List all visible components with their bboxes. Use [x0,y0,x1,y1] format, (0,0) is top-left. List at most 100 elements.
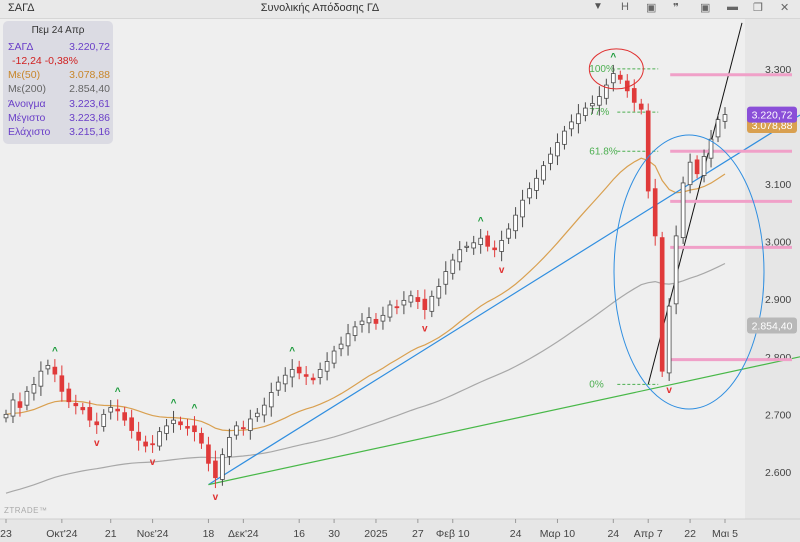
fractal-down-marker: v [499,265,505,276]
candle-body [422,298,428,310]
y-axis-area [745,19,800,519]
quote-icon[interactable]: ❞ [673,2,679,14]
info-low-value: 3.215,16 [69,126,110,138]
candle-body [380,314,386,322]
candle-body [471,242,477,249]
candle-body [359,320,365,325]
candle-body [562,130,567,145]
candle-body [227,436,232,457]
x-tick-label: 18 [203,528,215,540]
candle-body [345,333,351,347]
symbol-label[interactable]: ΣΑΓΔ [8,2,35,14]
candle-body [261,404,267,416]
candle-body [513,214,518,232]
x-tick-label: 24 [510,528,522,540]
layout-icon[interactable]: ▣ [646,2,657,14]
candle-body [17,401,23,408]
candle-body [541,165,546,181]
fractal-up-marker: ^ [52,346,58,357]
candle-body [443,271,449,285]
last-price-badge-bg [747,106,797,123]
info-open-label: Άνοιγμα [8,98,46,110]
fractal-up-marker: ^ [171,398,177,409]
fractal-down-marker: v [666,385,672,396]
x-tick-label: 27 [412,528,424,540]
candle-body [464,245,470,248]
candle-body [338,343,344,350]
candle-body [708,138,714,159]
last-price-badge: 3.220,72 [752,110,793,122]
candle-body [185,426,190,429]
candle-body [590,103,595,107]
x-tick-label: 22 [684,528,696,540]
candle-body [604,84,609,99]
y-tick-label: 2.600 [765,467,791,479]
candle-body [122,412,127,421]
info-high-value: 3.223,86 [69,112,110,124]
candle-body [548,153,553,164]
candle-body [694,159,700,175]
close-icon[interactable]: ✕ [780,2,790,14]
candle-body [478,237,483,245]
candle-body [666,305,672,374]
minimize-icon[interactable]: ▬ [727,1,738,13]
candle-body [624,80,630,92]
chart-title: Συνολικής Απόδοσης ΓΔ [260,2,380,14]
candle-body [583,107,588,116]
ma50-line [5,157,726,432]
fractal-up-marker: ^ [192,403,198,414]
x-tick-label: Φεβ 10 [436,528,470,540]
info-open-value: 3.223,61 [69,98,110,110]
candle-body [296,366,302,374]
fractal-down-marker: v [150,457,156,468]
candle-body [38,370,44,387]
candle-body [31,384,37,394]
candle-body [10,399,16,417]
candle-body [527,188,532,199]
candle-body [24,390,30,406]
fractal-up-marker: ^ [478,216,484,227]
fractal-down-marker: v [213,492,219,503]
watermark: ZTRADE™ [4,506,48,515]
candle-body [366,317,372,324]
h-button[interactable]: H [621,1,629,13]
candle-body [715,119,721,138]
candle-body [673,235,679,305]
restore-icon[interactable]: ❐ [753,2,763,14]
candle-body [576,113,581,125]
candle-body [499,240,504,252]
chevron-down-icon[interactable]: ▼ [593,1,603,12]
candle-body [534,177,539,191]
candle-body [241,427,246,430]
candle-body [171,419,176,424]
y-tick-label: 3.300 [765,64,791,76]
candle-body [701,156,707,176]
candle-body [192,425,197,433]
candle-body [136,431,141,441]
info-change: -12,24 -0,38% [12,55,78,67]
candle-body [569,121,574,130]
candle-body [45,365,51,370]
candle-body [317,369,323,378]
x-tick-label: Νοε'24 [137,528,169,540]
fib-level-label: 61.8% [589,146,617,157]
candle-body [150,443,155,446]
candle-body [429,295,435,312]
candle-body [59,375,65,392]
candle-body [387,304,393,318]
candle-body [352,326,358,336]
y-tick-label: 2.700 [765,409,791,421]
info-panel: Πεμ 24 Απρ ΣΑΓΔ 3.220,72 -12,24 -0,38% Μ… [3,21,113,144]
plot-background [0,19,800,542]
candle-body [164,425,169,434]
x-tick-label: Απρ 7 [634,528,663,540]
candle-body [331,350,337,364]
candle-body [597,96,602,106]
lock-icon[interactable]: ▣ [700,2,711,14]
candle-body [248,418,253,431]
trendline-blue [208,114,800,486]
candle-body [687,161,693,186]
candle-body [87,407,93,421]
candle-body [506,228,511,239]
